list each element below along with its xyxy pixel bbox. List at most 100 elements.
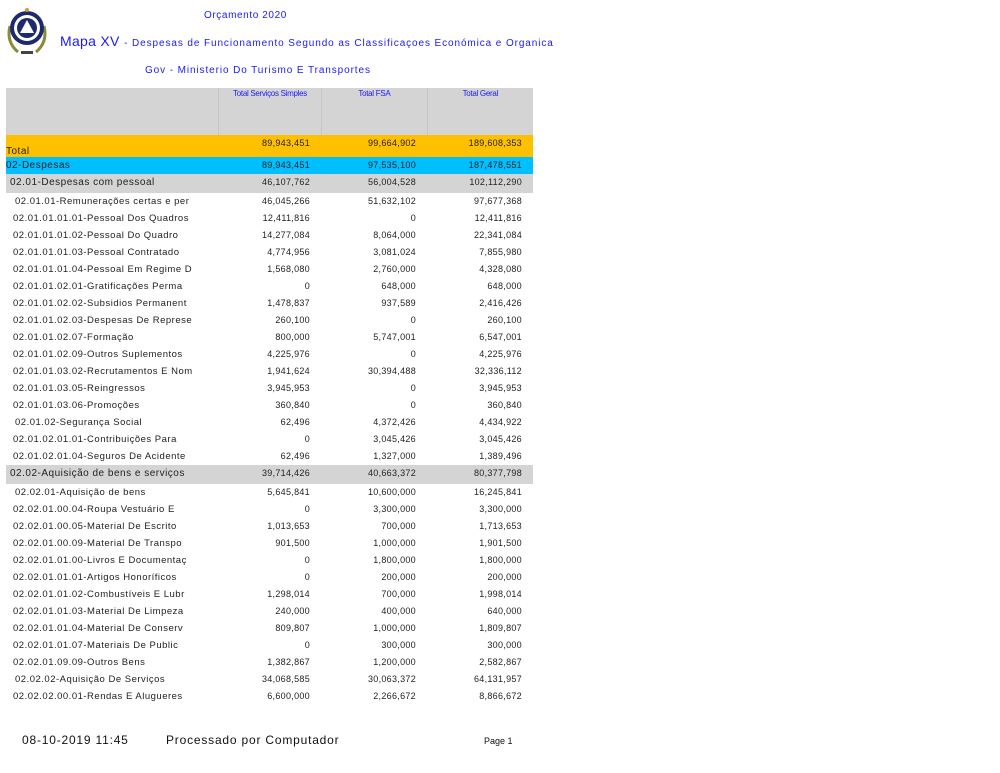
servicos-simples-value: 3,945,953 xyxy=(267,383,310,393)
servicos-simples-value: 0 xyxy=(304,281,310,291)
row-label: 02.01.02.01.01-Contribuições Para xyxy=(13,434,177,445)
fsa-value: 200,000 xyxy=(381,572,416,582)
total-geral-value: 3,945,953 xyxy=(479,383,522,393)
row-label: 02.01.01.01.03-Pessoal Contratado xyxy=(13,247,180,258)
total-geral-value: 3,300,000 xyxy=(479,504,522,514)
fsa-value: 2,760,000 xyxy=(373,264,416,274)
fsa-value: 1,200,000 xyxy=(373,657,416,667)
total-geral-value: 1,389,496 xyxy=(479,451,522,461)
row-label: 02.01.01.02.07-Formação xyxy=(13,332,134,343)
servicos-simples-value: 360,840 xyxy=(275,400,310,410)
servicos-simples-value: 1,568,080 xyxy=(267,264,310,274)
table-row: 02.01.01.03.02-Recrutamentos E Nom 1,941,… xyxy=(6,363,533,380)
table-row: 02.02.01.09.09-Outros Bens 1,382,867 1,200… xyxy=(6,654,533,671)
total-geral-value: 1,809,807 xyxy=(479,623,522,633)
row-label: 02.01.01.03.05-Reingressos xyxy=(13,383,146,394)
table-row: 02.02.02.00.01-Rendas E Alugueres 6,600,0… xyxy=(6,688,533,705)
total-geral-value: 187,478,551 xyxy=(468,160,522,170)
column-header-total-geral: Total Geral xyxy=(426,88,533,135)
servicos-simples-value: 0 xyxy=(304,572,310,582)
fsa-value: 51,632,102 xyxy=(367,196,416,206)
fsa-value: 3,045,426 xyxy=(373,434,416,444)
total-geral-value: 8,866,672 xyxy=(479,691,522,701)
fsa-value: 3,300,000 xyxy=(373,504,416,514)
table-row: 02.01.01-Remunerações certas e per 46,045… xyxy=(6,193,533,210)
fsa-value: 40,663,372 xyxy=(367,468,416,478)
total-geral-value: 360,840 xyxy=(487,400,522,410)
row-label: 02.01.02.01.04-Seguros De Acidente xyxy=(13,451,186,462)
fsa-value: 1,327,000 xyxy=(373,451,416,461)
total-geral-value: 97,677,368 xyxy=(473,196,522,206)
footer-processed: Processado por Computador xyxy=(166,733,340,747)
row-label: 02.02.02-Aquisição De Serviços xyxy=(15,674,166,685)
table-row: 02.01.01.01.01-Pessoal Dos Quadros 12,411… xyxy=(6,210,533,227)
table-body: Total 89,943,451 99,664,902 189,608,353 02-D… xyxy=(6,135,533,705)
fsa-value: 700,000 xyxy=(381,589,416,599)
total-geral-value: 22,341,084 xyxy=(473,230,522,240)
total-geral-value: 189,608,353 xyxy=(468,138,522,148)
row-label: 02.02.01-Aquisição de bens xyxy=(15,487,146,498)
group-row: 02.02-Aquisição de bens e serviços 39,714… xyxy=(6,465,533,484)
table-row: 02.01.01.02.01-Gratificações Perma 0 648,0… xyxy=(6,278,533,295)
table-row: 02.01.01.02.02-Subsidios Permanent 1,478,… xyxy=(6,295,533,312)
fsa-value: 4,372,426 xyxy=(373,417,416,427)
total-geral-value: 3,045,426 xyxy=(479,434,522,444)
table-row: 02.01.01.02.03-Despesas De Represe 260,10… xyxy=(6,312,533,329)
total-geral-value: 32,336,112 xyxy=(474,366,522,376)
row-label: 02.01.01-Remunerações certas e per xyxy=(15,196,190,207)
row-label: 02.01.01.01.04-Pessoal Em Regime D xyxy=(13,264,193,275)
map-subtitle: - Despesas de Funcionamento Segundo as C… xyxy=(124,38,554,49)
table-row: 02.02.01.01.01-Artigos Honoríficos 0 200,0… xyxy=(6,569,533,586)
fsa-value: 97,535,100 xyxy=(367,160,416,170)
row-label: 02.01.01.03.02-Recrutamentos E Nom xyxy=(13,366,193,377)
servicos-simples-value: 901,500 xyxy=(275,538,310,548)
total-geral-value: 200,000 xyxy=(487,572,522,582)
table-row: 02.01.01.01.03-Pessoal Contratado 4,774,9… xyxy=(6,244,533,261)
fsa-value: 5,747,001 xyxy=(373,332,416,342)
servicos-simples-value: 6,600,000 xyxy=(267,691,310,701)
total-geral-value: 16,245,841 xyxy=(473,487,522,497)
table-row: 02.02.01.00.09-Material De Transpo 901,50… xyxy=(6,535,533,552)
total-geral-value: 1,998,014 xyxy=(479,589,522,599)
row-label: 02.02.01.01.07-Materiais De Public xyxy=(13,640,179,651)
fsa-value: 0 xyxy=(410,315,416,325)
total-row: Total 89,943,451 99,664,902 189,608,353 xyxy=(6,135,533,157)
table-row: 02.02.01.00.05-Material De Escrito 1,013,… xyxy=(6,518,533,535)
servicos-simples-value: 0 xyxy=(304,640,310,650)
total-geral-value: 260,100 xyxy=(487,315,522,325)
footer-page-number: Page 1 xyxy=(484,736,513,746)
budget-table: Total Serviços Simples Total FSA Total G… xyxy=(6,88,533,705)
table-row: 02.01.01.03.05-Reingressos 3,945,953 0 3,94… xyxy=(6,380,533,397)
total-geral-value: 2,416,426 xyxy=(479,298,522,308)
row-label: 02.02.01.09.09-Outros Bens xyxy=(13,657,146,668)
coat-of-arms-logo xyxy=(4,6,50,56)
total-geral-value: 1,800,000 xyxy=(479,555,522,565)
servicos-simples-value: 0 xyxy=(304,434,310,444)
fsa-value: 0 xyxy=(410,383,416,393)
row-label: 02.01.01.02.01-Gratificações Perma xyxy=(13,281,183,292)
servicos-simples-value: 1,298,014 xyxy=(267,589,310,599)
column-header-label xyxy=(6,88,218,135)
table-row: 02.02.01.01.03-Material De Limpeza 240,00… xyxy=(6,603,533,620)
servicos-simples-value: 14,277,084 xyxy=(261,230,310,240)
servicos-simples-value: 260,100 xyxy=(275,315,310,325)
servicos-simples-value: 240,000 xyxy=(275,606,310,616)
row-label: 02.02.01.01.00-Livros E Documentaç xyxy=(13,555,187,566)
report-title: Mapa XV - Despesas de Funcionamento Segu… xyxy=(60,33,554,51)
table-row: 02.02.01.01.00-Livros E Documentaç 0 1,800… xyxy=(6,552,533,569)
budget-year: Orçamento 2020 xyxy=(204,10,287,21)
total-geral-value: 64,131,957 xyxy=(473,674,522,684)
servicos-simples-value: 62,496 xyxy=(280,417,310,427)
total-geral-value: 300,000 xyxy=(487,640,522,650)
fsa-value: 56,004,528 xyxy=(367,177,416,187)
total-geral-value: 4,328,080 xyxy=(479,264,522,274)
row-label: 02.02.01.01.03-Material De Limpeza xyxy=(13,606,184,617)
fsa-value: 937,589 xyxy=(381,298,416,308)
fsa-value: 2,266,672 xyxy=(373,691,416,701)
row-label: 02-Despesas xyxy=(6,160,71,171)
row-label: 02.01.01.01.02-Pessoal Do Quadro xyxy=(13,230,179,241)
row-label: 02.02.01.00.04-Roupa Vestuário E xyxy=(13,504,175,515)
servicos-simples-value: 1,013,653 xyxy=(267,521,310,531)
servicos-simples-value: 39,714,426 xyxy=(261,468,310,478)
servicos-simples-value: 4,774,956 xyxy=(267,247,310,257)
